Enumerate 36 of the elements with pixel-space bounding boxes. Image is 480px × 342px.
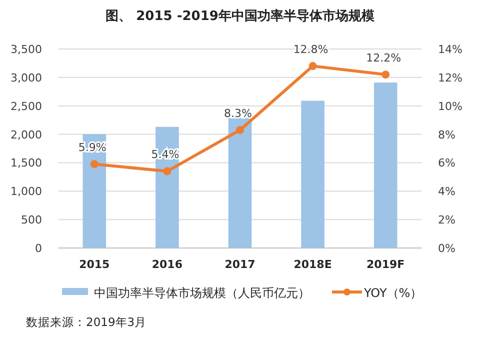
legend-label: YOY（%） (363, 286, 422, 300)
point (236, 126, 244, 134)
y2-tick-label: 12% (438, 71, 462, 84)
x-tick-label: 2018E (294, 258, 332, 271)
bar (301, 100, 324, 248)
y2-tick-label: 0% (438, 242, 456, 255)
y-tick-label: 500 (21, 214, 42, 227)
chart-title: 图、 2015 -2019年中国功率半导体市场规模 (106, 8, 374, 24)
data-label: 12.2% (366, 52, 402, 65)
y2-tick-label: 10% (438, 100, 462, 113)
y2-tick-label: 4% (438, 185, 456, 198)
y-tick-label: 1,500 (10, 156, 42, 170)
y-tick-label: 3,000 (10, 71, 42, 84)
y-tick-label: 2,500 (10, 100, 42, 113)
y2-tick-label: 6% (438, 156, 456, 170)
y-tick-label: 2,000 (10, 128, 42, 142)
y-tick-label: 1,000 (10, 185, 42, 198)
y2-tick-label: 8% (438, 128, 456, 142)
y-tick-label: 0 (35, 242, 42, 255)
point (163, 167, 172, 176)
x-tick-label: 2016 (152, 258, 183, 271)
x-tick-label: 2019F (366, 258, 405, 271)
x-tick-label: 2015 (79, 258, 110, 271)
y-tick-label: 3,500 (10, 43, 42, 56)
point (382, 70, 390, 79)
data-label: 12.8% (293, 43, 328, 56)
point (90, 160, 98, 168)
bar (374, 82, 398, 248)
legend-label: 中国功率半导体市场规模（人民币亿元） (94, 286, 310, 300)
data-label: 8.3% (224, 107, 252, 120)
source-note: 数据来源：2019年3月 (26, 315, 147, 329)
x-tick-label: 2017 (224, 258, 256, 271)
point (308, 62, 317, 70)
y2-tick-label: 2% (438, 214, 456, 227)
y2-tick-label: 14% (438, 43, 462, 56)
bar (228, 118, 252, 248)
